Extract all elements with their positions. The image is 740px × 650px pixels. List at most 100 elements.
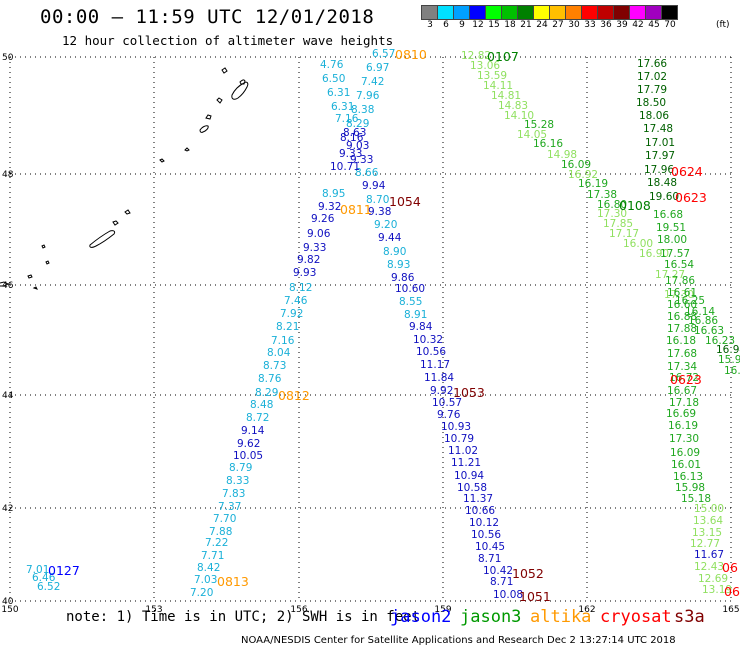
satellite-legend-altika: altika [530,607,592,627]
pass-time-label: 0108 [619,198,651,213]
pass-time-label: 1053 [453,385,485,400]
lon-tick-label: 159 [434,605,451,615]
pass-time-label: 0623 [670,372,702,387]
wave-height-value: 10.58 [457,482,487,494]
wave-height-value: 17.17 [609,228,639,240]
wave-height-value: 16.18 [666,335,696,347]
wave-height-value: 7.16 [271,335,295,347]
wave-height-value: 8.90 [383,246,406,258]
wave-height-value: 11.17 [420,359,450,371]
pass-time-label: 0107 [487,49,519,64]
wave-height-value: 8.42 [197,562,220,574]
wave-height-value: 10.12 [469,517,499,529]
color-scale-label: 70 [664,20,676,30]
wave-height-value: 9.32 [318,201,341,213]
pass-time-label: 0812 [278,388,310,403]
wave-height-value: 17.01 [645,137,675,149]
wave-height-value: 10.56 [416,346,446,358]
wave-height-value: 9.14 [241,425,265,437]
wave-height-value: 9.82 [297,254,320,266]
wave-height-value: 19.60 [649,191,679,203]
color-scale-label: 18 [504,20,516,30]
wave-height-value: 16.14 [685,306,715,318]
wave-height-value: 15.18 [681,493,711,505]
wave-height-value: 10.60 [395,283,425,295]
wave-height-value: 18.06 [639,110,669,122]
wave-height-value: 15.98 [675,482,705,494]
wave-height-value: 8.33 [226,475,249,487]
wave-height-value: 8.76 [258,373,282,385]
color-scale-label: 39 [616,20,628,30]
pass-time-label: 0813 [217,574,249,589]
wave-height-value: 12.69 [698,573,728,585]
axis-tick-labels: 150 153 156 159 162 165 50 48 46 44 42 40 [1,53,739,615]
color-scale-label: 6 [443,20,449,30]
wave-height-value: 7.03 [194,574,217,586]
pass-time-label: 0624 [671,164,703,179]
wave-height-value: 7.01 [26,564,49,576]
wave-height-value: 8.71 [490,576,513,588]
satellite-tracks: 6.57 6.97 7.42 7.96 8.38 8.29 8.66 8.95 8.70 9.20… [26,48,740,601]
wave-height-value: 14.81 [491,90,521,102]
color-scale-label: 30 [568,20,580,30]
wave-height-value: 18.00 [657,234,687,246]
wave-height-value: 9.38 [368,206,391,218]
wave-height-value: 17.68 [667,348,697,360]
lon-tick-label: 165 [722,605,739,615]
wave-height-value: 16.09 [561,159,591,171]
lat-tick-label: 48 [2,170,14,180]
wave-height-value: 8.04 [267,347,291,359]
lon-tick-label: 150 [1,605,18,615]
footnote: note: 1) Time is in UTC; 2) SWH is in fe… [66,609,421,625]
wave-height-value: 7.92 [280,308,303,320]
wave-height-value: 17.02 [637,71,667,83]
wave-height-value: 16.19 [578,178,608,190]
wave-height-value: 6.31 [331,101,354,113]
wave-height-value: 7.46 [284,295,308,307]
wave-height-value: 9.33 [350,154,373,166]
wave-height-value: 16.69 [666,408,696,420]
wave-height-value: 9.86 [391,272,415,284]
wave-height-value: 17.30 [597,208,627,220]
pass-time-label: 0623 [675,190,707,205]
wave-height-value: 9.33 [339,148,362,160]
color-scale-label: 27 [552,20,564,30]
pass-time-label: 06 [724,584,740,599]
map-title: 00:00 – 11:59 UTC 12/01/2018 [40,6,375,28]
wave-height-value: 8.79 [229,462,252,474]
wave-height-value: 16.67 [667,385,697,397]
wave-height-value: 7.42 [361,76,384,88]
wave-height-value: 8.29 [255,387,278,399]
wave-height-value: 9.44 [378,232,402,244]
pass-time-label: 1051 [519,589,551,604]
wave-height-value: 16.61 [667,287,697,299]
color-scale-label: 36 [600,20,612,30]
satellite-legend-jason2: jason2 [390,607,452,627]
wave-height-value: 14.83 [498,100,528,112]
lat-tick-label: 42 [2,504,13,514]
map-subtitle: 12 hour collection of altimeter wave hei… [62,33,394,48]
wave-height-value: 12.43 [694,561,724,573]
wave-height-value: 6.97 [366,62,389,74]
pass-time-label: 1054 [389,194,421,209]
pass-time-label: 1052 [512,566,544,581]
wave-height-value: 16.24 [724,365,740,377]
wave-height-value: 11.37 [463,493,493,505]
wave-height-value: 14.98 [547,149,577,161]
wave-height-value: 9.84 [409,321,433,333]
color-scale-label: 12 [472,20,484,30]
wave-height-value: 16.60 [667,299,697,311]
wave-height-value: 10.57 [432,397,462,409]
wave-height-value: 17.48 [643,123,673,135]
wave-height-value: 10.32 [413,334,443,346]
map-grid [9,56,732,602]
color-scale-label: 9 [459,20,465,30]
wave-height-value: 7.37 [218,501,241,513]
wave-height-value: 8.38 [351,104,374,116]
wave-height-value: 17.38 [587,189,617,201]
pass-time-label: 0127 [48,563,80,578]
wave-height-value: 12.77 [690,538,720,550]
wave-height-value: 16.54 [664,259,694,271]
lat-tick-label: 44 [2,391,14,401]
